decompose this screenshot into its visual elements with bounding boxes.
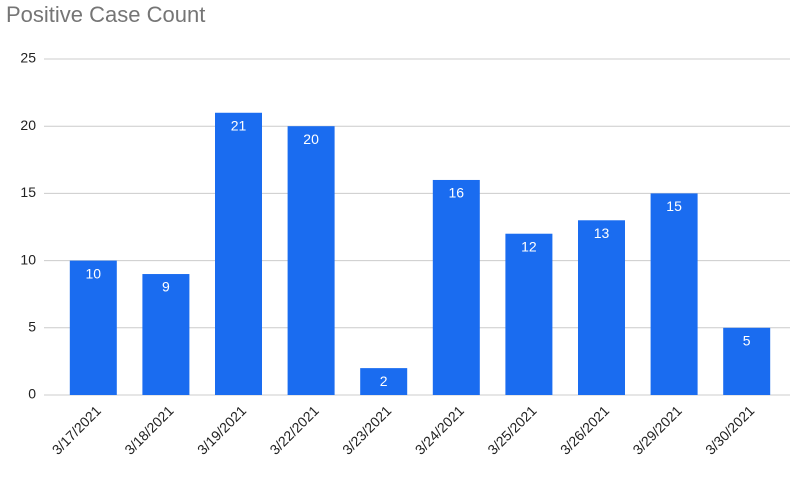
x-tick-label: 3/29/2021 — [629, 402, 685, 458]
value-label: 5 — [743, 333, 751, 349]
value-label: 10 — [86, 265, 102, 281]
y-tick-label: 10 — [20, 251, 36, 267]
bar — [69, 260, 117, 395]
value-label: 16 — [449, 185, 465, 201]
bar — [505, 233, 553, 395]
value-label: 13 — [594, 225, 610, 241]
bar — [723, 327, 771, 395]
value-label: 15 — [666, 198, 682, 214]
bar — [650, 193, 698, 395]
x-tick-label: 3/19/2021 — [194, 402, 250, 458]
bar — [142, 274, 190, 395]
value-label: 9 — [162, 279, 170, 295]
bar — [432, 179, 480, 395]
x-tick-label: 3/17/2021 — [49, 402, 105, 458]
value-label: 20 — [303, 131, 319, 147]
x-tick-label: 3/18/2021 — [121, 402, 177, 458]
x-tick-label: 3/24/2021 — [412, 402, 468, 458]
y-tick-label: 25 — [20, 50, 36, 66]
x-tick-label: 3/30/2021 — [702, 402, 758, 458]
y-tick-label: 5 — [28, 319, 36, 335]
value-label: 21 — [231, 117, 247, 133]
bar — [578, 220, 625, 395]
x-tick-label: 3/25/2021 — [484, 402, 540, 458]
x-tick-label: 3/22/2021 — [266, 402, 322, 458]
value-label: 12 — [521, 238, 537, 254]
bar — [360, 368, 408, 395]
y-tick-label: 0 — [28, 386, 36, 402]
x-tick-label: 3/26/2021 — [557, 402, 613, 458]
y-tick-label: 20 — [20, 117, 36, 133]
x-tick-label: 3/23/2021 — [339, 402, 395, 458]
bar — [215, 112, 262, 395]
y-tick-label: 15 — [20, 184, 36, 200]
bar — [287, 126, 335, 395]
chart-title: Positive Case Count — [6, 2, 205, 27]
value-label: 2 — [380, 373, 388, 389]
